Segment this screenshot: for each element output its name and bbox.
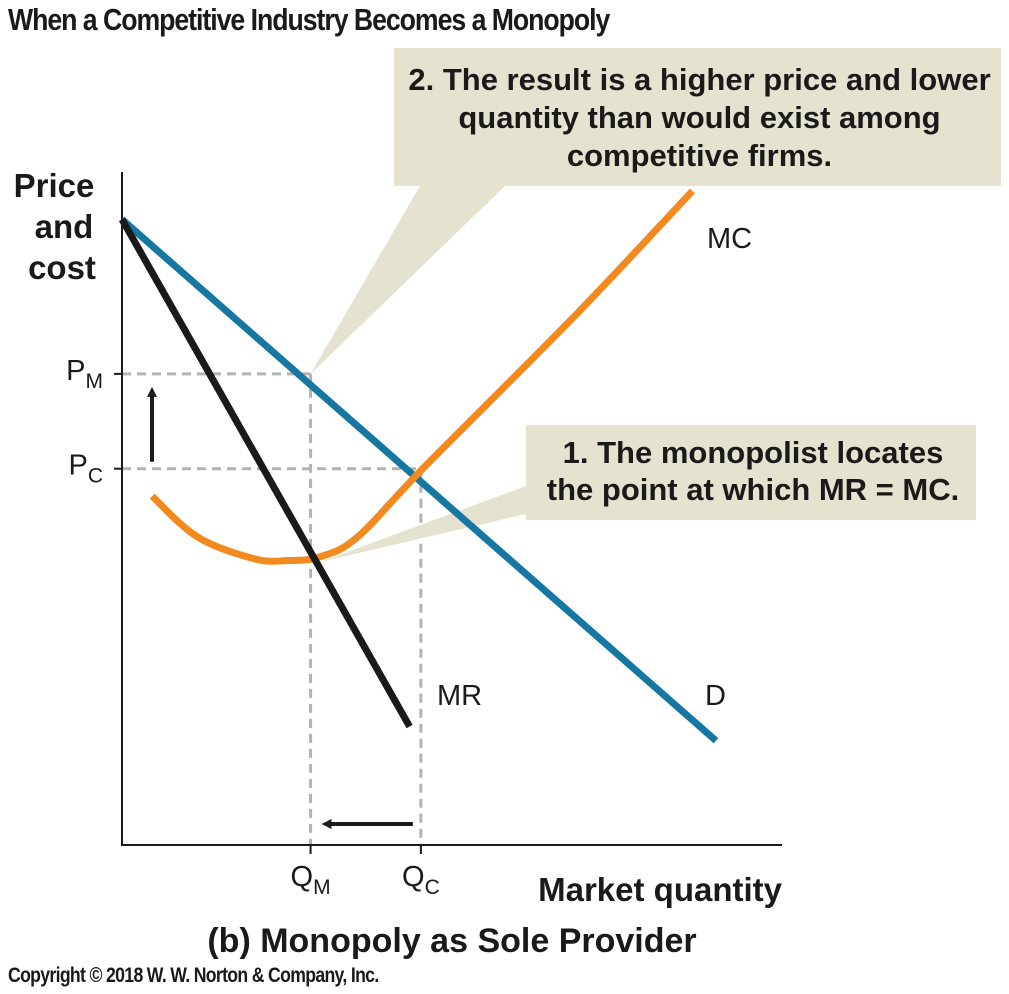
panel-caption: (b) Monopoly as Sole Provider xyxy=(207,922,696,960)
y-tick-label-pc-subscript: C xyxy=(88,465,103,488)
callout-1-line: the point at which MR = MC. xyxy=(547,472,959,507)
callout-2-line: quantity than would exist among xyxy=(458,100,940,135)
x-tick-label-qm-subscript: M xyxy=(313,876,331,899)
series-label-d: D xyxy=(705,680,726,712)
y-tick-label-pm-main: P xyxy=(66,355,85,387)
x-tick-label-qc-subscript: C xyxy=(425,876,440,899)
x-tick-label-qm-main: Q xyxy=(291,861,314,893)
series-d-curve xyxy=(119,216,719,744)
callout-1-pointer xyxy=(320,486,526,562)
callout-1-box xyxy=(526,425,976,520)
x-tick-label-qc-main: Q xyxy=(402,861,425,893)
callout-2-pointer xyxy=(310,186,505,374)
callout-1-line: 1. The monopolist locates xyxy=(563,435,944,470)
y-axis-label: and xyxy=(35,208,94,245)
y-axis-label: Price xyxy=(14,167,95,204)
series-mc-curve xyxy=(149,188,695,565)
figure-title: When a Competitive Industry Becomes a Mo… xyxy=(8,2,610,37)
x-axis-label: Market quantity xyxy=(538,871,783,908)
series-label-mc: MC xyxy=(707,223,752,255)
series-mr-curve xyxy=(118,217,413,729)
callout-2-line: 2. The result is a higher price and lowe… xyxy=(408,62,990,97)
callout-2-line: competitive firms. xyxy=(567,138,832,173)
x-tick-label-qm: QM xyxy=(291,861,331,899)
y-tick-label-pm: PM xyxy=(66,355,103,393)
x-tick-label-qc: QC xyxy=(402,861,440,899)
y-tick-label-pc-main: P xyxy=(68,450,87,482)
y-tick-label-pm-subscript: M xyxy=(86,370,104,393)
series-label-mr: MR xyxy=(437,680,482,712)
y-axis-label: cost xyxy=(28,249,96,286)
callout-2-box xyxy=(394,48,1001,186)
y-tick-label-pc: PC xyxy=(68,450,103,488)
copyright-notice: Copyright © 2018 W. W. Norton & Company,… xyxy=(8,964,379,987)
